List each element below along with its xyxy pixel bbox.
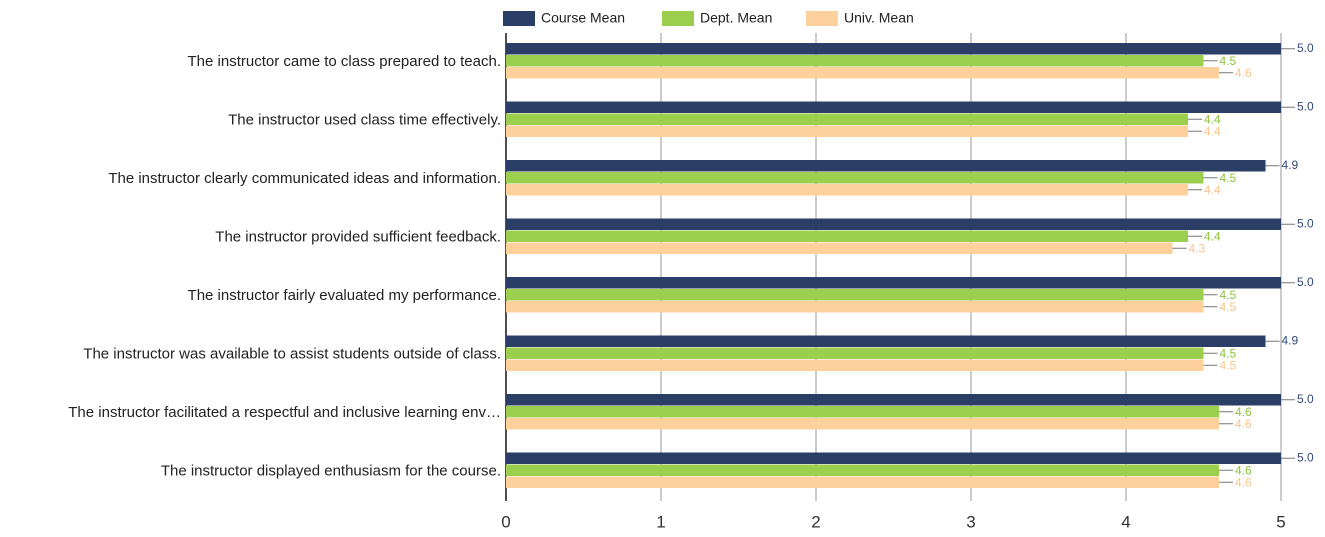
bar <box>506 476 1219 488</box>
value-label: 4.5 <box>1220 288 1237 302</box>
value-label: 4.5 <box>1220 346 1237 360</box>
legend-swatch <box>662 11 694 26</box>
legend-swatch <box>503 11 535 26</box>
bar <box>506 67 1219 79</box>
bar <box>506 452 1281 464</box>
bar <box>506 160 1266 172</box>
value-label: 4.4 <box>1204 229 1221 243</box>
value-label: 5.0 <box>1297 41 1314 55</box>
bar <box>506 43 1281 55</box>
y-tick-label: The instructor used class time effective… <box>228 111 501 128</box>
value-label: 4.3 <box>1189 241 1206 255</box>
value-label: 5.0 <box>1297 216 1314 230</box>
bar <box>506 335 1266 347</box>
y-tick-label: The instructor was available to assist s… <box>83 345 501 362</box>
bar <box>506 230 1188 242</box>
bar <box>506 218 1281 230</box>
value-label: 4.6 <box>1235 417 1252 431</box>
value-label: 4.9 <box>1282 158 1299 172</box>
bar <box>506 277 1281 289</box>
y-tick-label: The instructor facilitated a respectful … <box>68 404 501 421</box>
value-label: 4.9 <box>1282 333 1299 347</box>
bar <box>506 184 1188 196</box>
legend-label: Course Mean <box>541 10 625 26</box>
y-tick-label: The instructor provided sufficient feedb… <box>215 228 501 245</box>
x-tick-label: 5 <box>1276 512 1285 531</box>
x-tick-label: 4 <box>1121 512 1130 531</box>
value-label: 5.0 <box>1297 99 1314 113</box>
bar <box>506 359 1204 371</box>
x-tick-label: 2 <box>811 512 820 531</box>
value-label: 4.4 <box>1204 183 1221 197</box>
value-label: 4.6 <box>1235 66 1252 80</box>
bar <box>506 55 1204 67</box>
bar <box>506 101 1281 113</box>
value-label: 4.6 <box>1235 405 1252 419</box>
x-tick-label: 3 <box>966 512 975 531</box>
x-tick-label: 1 <box>656 512 665 531</box>
bar <box>506 125 1188 137</box>
value-label: 4.6 <box>1235 463 1252 477</box>
y-tick-label: The instructor fairly evaluated my perfo… <box>188 287 501 304</box>
value-label: 5.0 <box>1297 275 1314 289</box>
legend-label: Univ. Mean <box>844 10 914 26</box>
value-label: 5.0 <box>1297 450 1314 464</box>
value-label: 4.4 <box>1204 112 1221 126</box>
value-label: 4.5 <box>1220 300 1237 314</box>
bar <box>506 289 1204 301</box>
value-label: 4.5 <box>1220 171 1237 185</box>
bar <box>506 172 1204 184</box>
bar <box>506 301 1204 313</box>
bar <box>506 347 1204 359</box>
bar <box>506 394 1281 406</box>
value-label: 4.5 <box>1220 54 1237 68</box>
y-tick-label: The instructor clearly communicated idea… <box>108 170 501 187</box>
bar <box>506 113 1188 125</box>
value-label: 4.4 <box>1204 124 1221 138</box>
y-tick-label: The instructor displayed enthusiasm for … <box>161 462 501 479</box>
value-label: 4.6 <box>1235 475 1252 489</box>
value-label: 5.0 <box>1297 392 1314 406</box>
y-tick-label: The instructor came to class prepared to… <box>188 53 501 70</box>
bar <box>506 418 1219 430</box>
bar <box>506 406 1219 418</box>
bar <box>506 242 1173 254</box>
x-tick-label: 0 <box>501 512 510 531</box>
legend-swatch <box>806 11 838 26</box>
bar <box>506 464 1219 476</box>
value-label: 4.5 <box>1220 358 1237 372</box>
legend-label: Dept. Mean <box>700 10 772 26</box>
